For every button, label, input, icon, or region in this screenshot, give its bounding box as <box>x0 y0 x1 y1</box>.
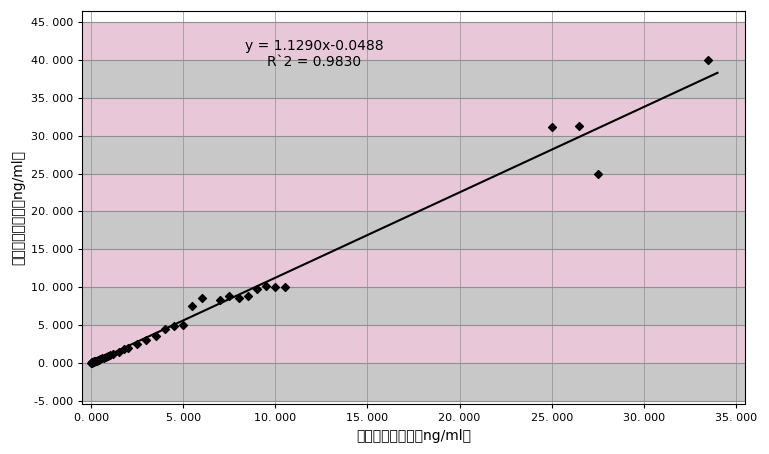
Point <box>96 355 108 362</box>
Point <box>214 296 226 304</box>
Point <box>158 325 171 332</box>
Bar <box>82 60 745 98</box>
Point <box>90 357 102 365</box>
Point <box>86 359 98 366</box>
Point <box>278 283 291 291</box>
Point <box>95 355 107 363</box>
Point <box>85 359 98 366</box>
Point <box>131 340 143 348</box>
Point <box>177 321 189 329</box>
Point <box>91 357 103 364</box>
Point <box>87 358 99 365</box>
Point <box>85 359 98 366</box>
Point <box>122 344 134 351</box>
Point <box>251 285 263 292</box>
Point <box>98 354 110 361</box>
Point <box>86 359 98 366</box>
Point <box>186 302 198 310</box>
Bar <box>82 22 745 60</box>
Bar <box>82 98 745 136</box>
Bar <box>82 212 745 249</box>
Point <box>103 352 115 359</box>
Bar <box>82 287 745 325</box>
Bar <box>82 174 745 212</box>
Point <box>573 123 585 130</box>
Point <box>102 352 114 360</box>
Point <box>88 358 101 365</box>
Point <box>112 348 125 355</box>
Point <box>269 283 281 291</box>
Point <box>232 295 245 302</box>
Point <box>92 356 104 364</box>
Point <box>149 333 161 340</box>
Point <box>591 171 604 178</box>
Point <box>100 353 112 360</box>
Point <box>140 336 152 344</box>
Point <box>85 359 98 366</box>
Point <box>223 292 235 300</box>
Point <box>241 292 254 300</box>
Point <box>107 350 119 357</box>
Bar <box>82 325 745 363</box>
Point <box>92 356 105 364</box>
Point <box>88 358 100 365</box>
Y-axis label: 实验系统检测值（ng/ml）: 实验系统检测值（ng/ml） <box>11 150 25 265</box>
Bar <box>82 249 745 287</box>
Point <box>87 358 99 365</box>
Text: y = 1.1290x-0.0488
R`2 = 0.9830: y = 1.1290x-0.0488 R`2 = 0.9830 <box>245 39 384 69</box>
X-axis label: 对照系统检测值（ng/ml）: 对照系统检测值（ng/ml） <box>356 429 471 443</box>
Point <box>118 345 131 353</box>
Bar <box>82 136 745 174</box>
Point <box>702 57 714 64</box>
Point <box>168 323 180 330</box>
Bar <box>82 363 745 400</box>
Point <box>88 358 101 365</box>
Point <box>260 282 272 289</box>
Point <box>195 295 208 302</box>
Point <box>545 123 558 130</box>
